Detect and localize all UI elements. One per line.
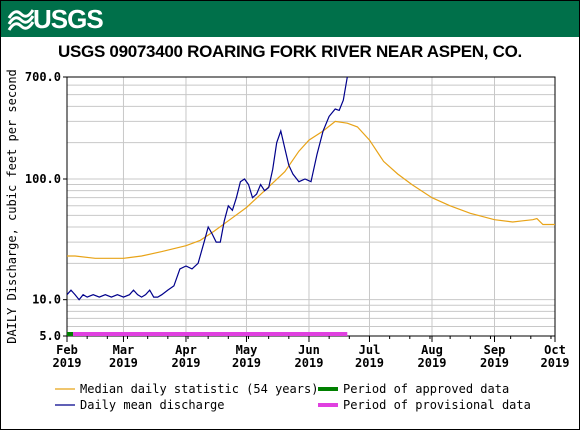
legend-label: Period of approved data (343, 382, 509, 396)
legend-label: Median daily statistic (54 years) (80, 382, 318, 396)
usgs-logo-text: USGS (33, 4, 104, 34)
y-axis-label: DAILY Discharge, cubic feet per second (5, 69, 19, 344)
x-tick-year: 2019 (172, 356, 201, 370)
x-tick-month: May (236, 343, 258, 357)
x-tick-year: 2019 (541, 356, 570, 370)
y-tick-label: 700.0 (25, 70, 61, 84)
median-daily-series-line (67, 120, 555, 259)
legend-swatch-bar (318, 403, 338, 407)
plot-area (67, 77, 555, 336)
x-tick-month: Jul (359, 343, 381, 357)
x-tick-month: Aug (421, 343, 443, 357)
approved-period-bar (67, 332, 74, 336)
x-tick-month: Jun (298, 343, 320, 357)
x-tick-year: 2019 (109, 356, 138, 370)
legend-label: Daily mean discharge (80, 398, 225, 412)
y-tick-label: 100.0 (25, 172, 61, 186)
legend-swatch-bar (318, 387, 338, 391)
x-tick-month: Sep (484, 343, 506, 357)
x-tick-year: 2019 (53, 356, 82, 370)
legend-label: Period of provisional data (343, 398, 531, 412)
x-tick-month: Oct (544, 343, 566, 357)
x-tick-year: 2019 (295, 356, 324, 370)
x-tick-month: Apr (175, 343, 197, 357)
provisional-period-bar (73, 332, 348, 336)
usgs-wave-logo-icon (7, 9, 35, 31)
x-tick-month: Mar (113, 343, 135, 357)
usgs-banner: USGS (1, 1, 579, 37)
daily-mean-discharge-series-line (67, 77, 348, 301)
x-tick-month: Feb (56, 343, 78, 357)
chart-title: USGS 09073400 ROARING FORK RIVER NEAR AS… (58, 42, 522, 61)
x-tick-year: 2019 (355, 356, 384, 370)
x-tick-year: 2019 (480, 356, 509, 370)
x-tick-year: 2019 (418, 356, 447, 370)
y-tick-label: 10.0 (32, 293, 61, 307)
x-tick-year: 2019 (232, 356, 261, 370)
y-tick-label: 5.0 (39, 329, 61, 343)
